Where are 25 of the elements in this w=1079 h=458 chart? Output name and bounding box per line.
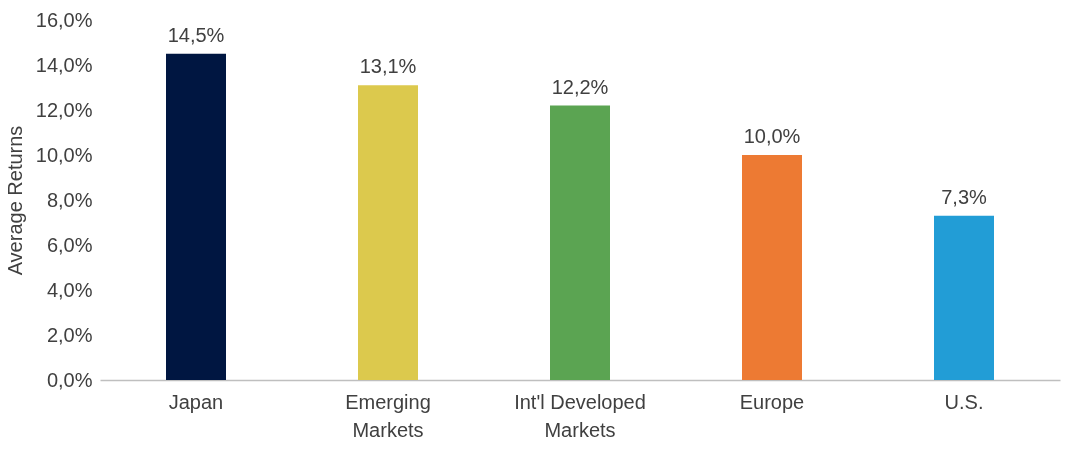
y-tick-label: 10,0% (35, 143, 93, 166)
bar (742, 155, 802, 380)
x-tick-label: U.S. (944, 390, 984, 413)
y-tick-label: 16,0% (35, 8, 93, 31)
y-axis-title: Average Returns (3, 125, 26, 276)
y-tick-label: 6,0% (46, 233, 93, 256)
y-tick-label: 14,0% (35, 53, 93, 76)
x-tick-label: Emerging Markets (345, 390, 431, 441)
x-tick-label: Int'l Developed Markets (514, 390, 646, 441)
data-label: 13,1% (359, 55, 417, 78)
y-tick-label: 4,0% (46, 278, 93, 301)
data-label: 14,5% (167, 23, 225, 46)
y-tick-label: 0,0% (46, 368, 93, 391)
y-tick-label: 2,0% (46, 323, 93, 346)
bar (550, 105, 610, 380)
bar (934, 215, 994, 380)
data-label: 7,3% (941, 185, 988, 208)
data-label: 10,0% (743, 125, 801, 147)
y-tick-label: 8,0% (46, 188, 93, 211)
x-tick-label: Europe (739, 390, 805, 413)
data-label: 12,2% (551, 75, 609, 98)
x-tick-label: Japan (168, 390, 224, 413)
bar (358, 85, 418, 380)
y-tick-label: 12,0% (35, 98, 93, 121)
bar (166, 53, 226, 380)
